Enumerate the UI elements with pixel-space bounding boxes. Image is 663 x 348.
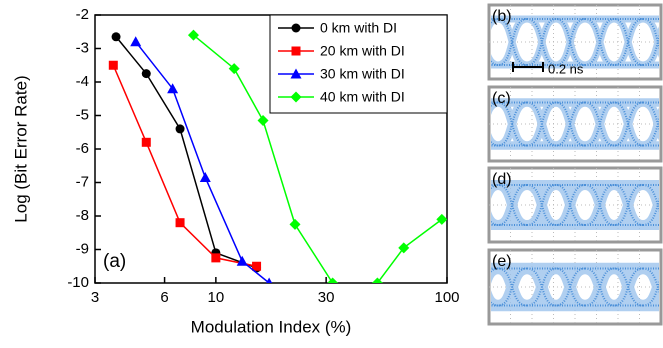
legend-label: 0 km with DI <box>320 20 397 36</box>
marker <box>398 242 409 253</box>
marker <box>200 172 211 182</box>
marker <box>142 138 151 147</box>
eye-label: (c) <box>492 90 511 107</box>
y-tick-label: -6 <box>76 140 89 157</box>
marker <box>292 24 301 33</box>
y-tick-label: -5 <box>76 106 89 123</box>
x-tick-label: 6 <box>160 289 168 306</box>
marker <box>292 47 301 56</box>
legend-label: 40 km with DI <box>320 89 405 105</box>
y-tick-label: -9 <box>76 240 89 257</box>
x-axis-label: Modulation Index (%) <box>191 317 352 336</box>
y-tick-label: -10 <box>67 274 89 291</box>
marker <box>211 253 220 262</box>
marker <box>290 219 301 230</box>
y-tick-label: -7 <box>76 173 89 190</box>
eye-label: (e) <box>492 253 512 270</box>
y-tick-label: -2 <box>76 6 89 23</box>
marker <box>109 61 118 70</box>
marker <box>176 218 185 227</box>
legend-label: 30 km with DI <box>320 66 405 82</box>
y-axis-label: Log (Bit Error Rate) <box>11 75 30 222</box>
marker <box>258 115 269 126</box>
marker <box>436 214 447 225</box>
y-tick-label: -8 <box>76 207 89 224</box>
x-tick-label: 30 <box>318 289 335 306</box>
eye-label: (b) <box>492 8 512 25</box>
x-tick-label: 3 <box>91 289 99 306</box>
series-line <box>136 42 269 283</box>
figure: Log (Bit Error Rate) Modulation Index (%… <box>0 0 663 343</box>
panel-label: (a) <box>103 251 126 272</box>
legend-label: 20 km with DI <box>320 43 405 59</box>
x-tick-label: 10 <box>208 289 225 306</box>
eye-label: (d) <box>492 171 512 188</box>
marker <box>142 69 151 78</box>
y-tick-label: -3 <box>76 39 89 56</box>
series-line <box>113 65 256 266</box>
marker <box>112 32 121 41</box>
scale-bar-label: 0.2 ns <box>548 61 584 76</box>
marker <box>130 36 141 46</box>
x-tick-label: 100 <box>434 289 459 306</box>
marker <box>372 278 383 289</box>
marker <box>327 278 338 289</box>
y-tick-label: -4 <box>76 73 89 90</box>
marker <box>176 124 185 133</box>
